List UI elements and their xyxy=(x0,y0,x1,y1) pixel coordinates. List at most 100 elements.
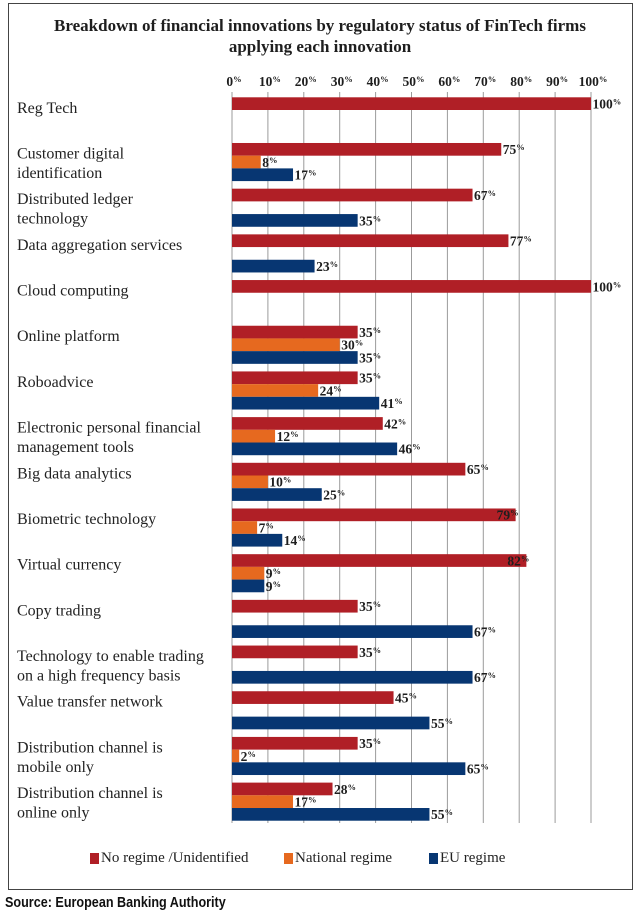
value-label: 28% xyxy=(334,782,356,797)
bar-national-regime xyxy=(232,749,240,763)
x-tick-label: 70% xyxy=(474,74,496,89)
value-label: 55% xyxy=(431,807,453,822)
value-label: 17% xyxy=(295,168,317,183)
legend-item-no-regime: No regime /Unidentified xyxy=(90,850,248,866)
chart-title-line-1: Breakdown of financial innovations by re… xyxy=(54,16,586,35)
value-label: 9% xyxy=(266,566,281,581)
legend-item-national-regime: National regime xyxy=(284,850,392,866)
y-axis-category-labels: Reg Tech Customer digital identification Di… xyxy=(17,100,204,822)
x-tick-label: 90% xyxy=(546,74,568,89)
category-label: Electronic personal financial xyxy=(17,420,201,437)
bar-national-regime xyxy=(232,155,261,169)
x-tick-label: 30% xyxy=(331,74,353,89)
bar-eu-regime xyxy=(232,670,473,684)
value-label: 9% xyxy=(266,579,281,594)
legend-swatch-national-regime xyxy=(284,853,293,864)
bars xyxy=(232,97,591,821)
bar-eu-regime xyxy=(232,214,358,227)
value-label: 35% xyxy=(359,736,381,751)
value-label: 23% xyxy=(316,259,338,274)
category-label: Value transfer network xyxy=(17,694,163,711)
x-tick-label: 50% xyxy=(403,74,425,89)
value-label: 24% xyxy=(320,383,342,398)
value-label: 12% xyxy=(277,429,299,444)
bar-national-regime xyxy=(232,338,340,352)
legend-label-eu-regime: EU regime xyxy=(440,850,506,866)
value-label: 10% xyxy=(269,475,291,490)
x-tick-label: 100% xyxy=(579,74,608,89)
source-note: Source: European Banking Authority xyxy=(5,894,226,911)
category-label: Customer digital xyxy=(17,145,125,162)
chart-title-line-2: applying each innovation xyxy=(228,37,412,56)
value-label: 25% xyxy=(323,487,345,502)
legend-item-eu-regime: EU regime xyxy=(429,850,505,866)
bar-eu-regime xyxy=(232,533,283,547)
bar-national-regime xyxy=(232,475,268,489)
value-label: 67% xyxy=(474,188,496,203)
chart-title: Breakdown of financial innovations by re… xyxy=(8,15,632,57)
category-label: mobile only xyxy=(17,759,94,776)
bar-no-regime xyxy=(232,188,473,202)
value-label: 17% xyxy=(295,795,317,810)
value-label: 35% xyxy=(359,325,381,340)
value-label: 55% xyxy=(431,716,453,731)
category-label: online only xyxy=(17,805,89,822)
bar-eu-regime xyxy=(232,488,322,501)
value-label: 65% xyxy=(467,462,489,477)
value-label: 46% xyxy=(399,442,421,457)
gridlines xyxy=(231,92,592,823)
category-label: Data aggregation services xyxy=(17,237,182,254)
bar-eu-regime xyxy=(232,579,265,593)
category-label: Reg Tech xyxy=(17,100,77,117)
category-label: Roboadvice xyxy=(17,374,93,391)
category-label: Distribution channel is xyxy=(17,785,163,802)
bar-eu-regime xyxy=(232,625,473,638)
value-label: 35% xyxy=(359,645,381,660)
bar-no-regime xyxy=(232,508,516,522)
bar-national-regime xyxy=(232,795,294,809)
bar-eu-regime xyxy=(232,762,466,776)
value-label: 14% xyxy=(284,533,306,548)
bar-no-regime xyxy=(232,554,527,567)
bar-eu-regime xyxy=(232,168,294,182)
category-label: Virtual currency xyxy=(17,557,121,574)
category-label: on a high frequency basis xyxy=(17,668,181,685)
category-label: Big data analytics xyxy=(17,465,132,482)
bar-no-regime xyxy=(232,142,502,156)
category-label: Online platform xyxy=(17,328,120,345)
value-label: 77% xyxy=(510,234,532,249)
value-label: 7% xyxy=(259,520,274,535)
value-label: 35% xyxy=(359,350,381,365)
bar-eu-regime xyxy=(232,808,430,821)
bar-national-regime xyxy=(232,384,319,397)
chart-frame xyxy=(8,3,633,890)
category-label: identification xyxy=(17,165,102,182)
bar-no-regime xyxy=(232,736,358,750)
bar-no-regime xyxy=(232,462,466,476)
value-label: 42% xyxy=(384,416,406,431)
bar-eu-regime xyxy=(232,716,430,730)
category-label: Cloud computing xyxy=(17,283,129,300)
category-label: Biometric technology xyxy=(17,511,156,528)
bar-national-regime xyxy=(232,429,276,443)
legend-label-national-regime: National regime xyxy=(295,850,393,866)
value-label: 100% xyxy=(593,279,622,294)
bar-no-regime xyxy=(232,97,591,110)
legend-label-no-regime: No regime /Unidentified xyxy=(101,850,249,866)
value-label: 41% xyxy=(381,396,403,411)
bar-no-regime xyxy=(232,645,358,659)
bar-national-regime xyxy=(232,521,258,534)
bar-no-regime xyxy=(232,691,394,704)
category-label: management tools xyxy=(17,439,134,456)
bar-no-regime xyxy=(232,371,358,385)
value-label: 30% xyxy=(341,338,363,353)
value-label: 2% xyxy=(241,749,256,764)
category-label: Distributed ledger xyxy=(17,191,134,208)
bar-eu-regime xyxy=(232,396,380,410)
value-label: 35% xyxy=(359,213,381,228)
bar-no-regime xyxy=(232,782,333,796)
value-label: 100% xyxy=(593,97,622,112)
x-tick-label: 60% xyxy=(438,74,460,89)
category-label: Distribution channel is xyxy=(17,739,163,756)
